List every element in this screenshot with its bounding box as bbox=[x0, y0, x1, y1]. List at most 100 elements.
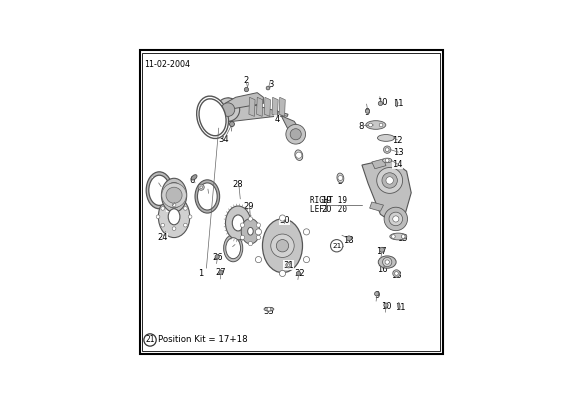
Text: 19: 19 bbox=[321, 196, 332, 205]
Text: 24: 24 bbox=[157, 233, 168, 242]
Text: 22: 22 bbox=[153, 178, 163, 186]
Polygon shape bbox=[372, 159, 386, 169]
Circle shape bbox=[161, 223, 165, 227]
Text: 13: 13 bbox=[393, 148, 404, 157]
Text: 28: 28 bbox=[233, 180, 244, 189]
Ellipse shape bbox=[295, 150, 303, 160]
Text: 4: 4 bbox=[274, 115, 280, 124]
Ellipse shape bbox=[225, 206, 250, 240]
Text: 33: 33 bbox=[264, 307, 274, 316]
Text: LEFT  20: LEFT 20 bbox=[310, 205, 346, 214]
Text: 11: 11 bbox=[393, 99, 403, 108]
Text: 32: 32 bbox=[294, 269, 305, 278]
Text: 9: 9 bbox=[365, 108, 370, 117]
Ellipse shape bbox=[191, 175, 197, 180]
Ellipse shape bbox=[224, 235, 243, 262]
Circle shape bbox=[290, 129, 301, 140]
Polygon shape bbox=[225, 93, 264, 110]
Ellipse shape bbox=[161, 178, 187, 212]
Circle shape bbox=[389, 212, 403, 226]
Circle shape bbox=[256, 223, 261, 227]
Text: 20: 20 bbox=[321, 205, 332, 214]
Ellipse shape bbox=[232, 215, 244, 231]
Text: Position Kit = 17+18: Position Kit = 17+18 bbox=[158, 336, 248, 344]
Circle shape bbox=[240, 223, 245, 227]
Text: 26: 26 bbox=[212, 253, 223, 262]
Circle shape bbox=[162, 183, 186, 208]
Circle shape bbox=[383, 258, 392, 267]
Text: RIGHT 19: RIGHT 19 bbox=[310, 196, 346, 205]
Circle shape bbox=[391, 235, 395, 238]
Ellipse shape bbox=[378, 256, 396, 268]
Circle shape bbox=[144, 334, 156, 346]
Ellipse shape bbox=[199, 99, 226, 136]
Circle shape bbox=[156, 215, 160, 219]
Text: 5: 5 bbox=[338, 178, 343, 186]
Circle shape bbox=[386, 177, 394, 184]
Circle shape bbox=[240, 235, 245, 240]
Circle shape bbox=[385, 148, 389, 152]
Circle shape bbox=[296, 152, 302, 158]
Circle shape bbox=[383, 146, 391, 153]
Circle shape bbox=[172, 227, 176, 230]
Text: 21: 21 bbox=[145, 336, 155, 344]
Text: 13: 13 bbox=[391, 271, 402, 280]
Ellipse shape bbox=[241, 219, 260, 244]
Ellipse shape bbox=[337, 173, 344, 183]
Text: 34: 34 bbox=[219, 135, 229, 144]
Circle shape bbox=[279, 270, 286, 276]
Ellipse shape bbox=[195, 180, 220, 213]
Circle shape bbox=[296, 271, 300, 276]
Text: 6: 6 bbox=[190, 176, 195, 185]
Circle shape bbox=[216, 98, 240, 121]
Circle shape bbox=[161, 206, 165, 210]
Ellipse shape bbox=[197, 96, 228, 138]
Circle shape bbox=[248, 242, 253, 246]
Text: 7: 7 bbox=[198, 185, 204, 194]
Circle shape bbox=[183, 223, 187, 227]
Circle shape bbox=[395, 272, 398, 275]
Ellipse shape bbox=[398, 303, 400, 310]
Text: 23: 23 bbox=[166, 202, 177, 211]
Text: 21: 21 bbox=[332, 241, 342, 250]
Circle shape bbox=[378, 101, 383, 106]
Circle shape bbox=[379, 247, 385, 252]
Circle shape bbox=[256, 235, 261, 240]
Ellipse shape bbox=[146, 172, 172, 209]
Text: 27: 27 bbox=[216, 268, 226, 277]
Circle shape bbox=[303, 229, 310, 235]
Text: 9: 9 bbox=[375, 291, 380, 300]
Circle shape bbox=[385, 260, 389, 264]
Ellipse shape bbox=[248, 228, 253, 235]
Circle shape bbox=[271, 234, 294, 258]
Text: 23: 23 bbox=[227, 243, 237, 252]
Text: 2: 2 bbox=[244, 76, 249, 85]
Ellipse shape bbox=[168, 209, 180, 225]
Circle shape bbox=[382, 173, 398, 188]
Circle shape bbox=[384, 303, 388, 307]
Ellipse shape bbox=[395, 100, 398, 107]
Circle shape bbox=[256, 256, 261, 263]
Text: 15: 15 bbox=[398, 234, 408, 244]
Circle shape bbox=[188, 215, 192, 219]
Circle shape bbox=[198, 184, 204, 190]
Circle shape bbox=[279, 215, 286, 221]
Text: 10: 10 bbox=[381, 302, 392, 311]
Text: 21: 21 bbox=[332, 243, 341, 249]
Ellipse shape bbox=[378, 134, 394, 141]
Circle shape bbox=[286, 262, 291, 268]
Ellipse shape bbox=[226, 238, 241, 259]
Ellipse shape bbox=[262, 219, 303, 273]
Circle shape bbox=[369, 123, 373, 127]
Circle shape bbox=[379, 123, 383, 127]
Text: 16: 16 bbox=[377, 265, 387, 274]
Circle shape bbox=[286, 124, 306, 144]
Circle shape bbox=[166, 187, 182, 203]
Text: 3: 3 bbox=[269, 80, 274, 89]
Circle shape bbox=[377, 168, 403, 193]
Circle shape bbox=[267, 307, 271, 311]
Circle shape bbox=[365, 109, 370, 113]
Text: 1: 1 bbox=[198, 269, 203, 278]
Text: 10: 10 bbox=[377, 98, 387, 107]
Circle shape bbox=[221, 103, 235, 116]
